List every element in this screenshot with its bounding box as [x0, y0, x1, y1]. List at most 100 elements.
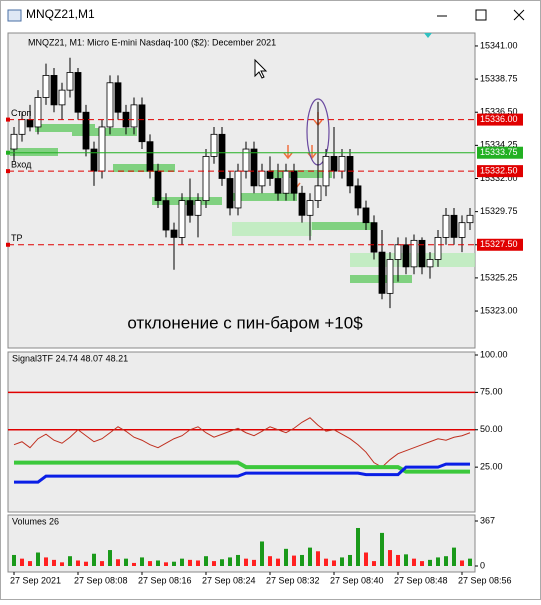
level-name: Вход	[11, 160, 32, 170]
volume-bar	[172, 561, 176, 566]
candle-body	[426, 259, 434, 268]
candle-body	[210, 133, 218, 157]
volume-bar	[36, 552, 40, 566]
candle-body	[282, 170, 290, 194]
volume-bar	[300, 554, 304, 566]
candle-body	[106, 82, 114, 128]
candle-body	[154, 170, 162, 201]
window-icon	[7, 9, 22, 22]
volume-bar	[468, 558, 472, 566]
candle-body	[130, 104, 138, 128]
volume-bar	[260, 541, 264, 566]
zone	[270, 170, 332, 178]
indicator-line	[13, 417, 471, 468]
candle-body	[450, 214, 458, 238]
volume-bar	[20, 558, 24, 566]
candle-body	[250, 148, 258, 187]
level-marker	[6, 150, 10, 155]
y-tick-label: 50.00	[480, 424, 503, 434]
volume-bar	[228, 557, 232, 566]
indicator-line	[14, 460, 470, 474]
volume-bar	[388, 550, 392, 566]
x-tick-label: 27 Sep 08:08	[74, 575, 128, 585]
volume-bar	[76, 560, 80, 566]
annotation: отклонение с пин-баром +10$	[127, 313, 363, 332]
indicator-line	[14, 462, 470, 484]
volume-bar	[84, 561, 88, 566]
volume-bar	[252, 559, 256, 566]
volume-bar	[420, 561, 424, 566]
volume-bar	[204, 556, 208, 566]
candle-body	[434, 237, 442, 260]
volume-bar	[140, 557, 144, 566]
volume-title: Volumes 26	[12, 516, 59, 526]
indicator-title: Signal3TF 24.74 48.07 48.21	[12, 353, 128, 363]
x-tick-label: 27 Sep 08:24	[202, 575, 256, 585]
volume-bar	[460, 560, 464, 566]
zone	[35, 124, 95, 132]
volume-bar	[428, 559, 432, 566]
x-tick-label: 27 Sep 08:16	[138, 575, 192, 585]
volume-bar	[156, 560, 160, 566]
candle-body	[34, 97, 42, 128]
volume-bar	[108, 550, 112, 566]
volume-bar	[396, 554, 400, 566]
volume-bar	[308, 547, 312, 566]
candle-body	[82, 111, 90, 150]
volume-bar	[132, 562, 136, 566]
window-title: MNQZ21,M1	[26, 7, 95, 21]
candle-body	[58, 89, 66, 106]
candle-body	[162, 200, 170, 231]
volume-bar	[220, 559, 224, 566]
y-tick-label: 15329.75	[480, 206, 518, 216]
candle-body	[378, 251, 386, 294]
volume-bar	[444, 556, 448, 566]
candle-body	[362, 207, 370, 224]
candle-body	[50, 75, 58, 106]
volume-bar	[324, 558, 328, 566]
volume-bar	[180, 558, 184, 566]
volume-bar	[340, 557, 344, 566]
candle-body	[234, 170, 242, 209]
volume-bar	[348, 554, 352, 566]
zone	[232, 222, 312, 236]
candle-body	[66, 72, 74, 91]
candle-body	[10, 133, 18, 150]
x-tick-label: 27 Sep 08:32	[266, 575, 320, 585]
candle-body	[354, 185, 362, 209]
candle-body	[242, 148, 250, 172]
candle-body	[114, 82, 122, 113]
x-tick-label: 27 Sep 08:56	[458, 575, 512, 585]
close-button[interactable]	[513, 9, 525, 21]
shift-marker	[424, 33, 432, 38]
level-label-box	[477, 165, 523, 178]
maximize-button[interactable]	[475, 9, 487, 21]
zone	[113, 164, 175, 172]
level-name: TP	[11, 233, 23, 243]
volume-bar	[380, 532, 384, 566]
volume-bar	[404, 554, 408, 566]
volume-bar	[276, 558, 280, 566]
volume-bar	[28, 561, 32, 566]
volume-bar	[12, 554, 16, 566]
x-tick-label: 27 Sep 08:40	[330, 575, 384, 585]
volume-bar	[372, 561, 376, 566]
candle-body	[298, 192, 306, 216]
volume-bar	[52, 559, 56, 566]
candle-body	[226, 178, 234, 209]
candle-body	[274, 178, 282, 194]
candle-body	[314, 185, 322, 201]
y-tick-label: 100.00	[480, 349, 508, 359]
candle-body	[170, 229, 178, 238]
candle-body	[386, 259, 394, 294]
candle-body	[418, 239, 426, 268]
y-tick-label: 15336.50	[480, 107, 518, 117]
volume-bar	[100, 561, 104, 566]
volume-bar	[124, 558, 128, 566]
candle-body	[26, 119, 34, 128]
volume-bar	[148, 561, 152, 566]
zone	[232, 193, 297, 201]
zone	[310, 222, 375, 230]
volume-bar	[436, 557, 440, 566]
y-tick-label: 0	[480, 560, 485, 570]
